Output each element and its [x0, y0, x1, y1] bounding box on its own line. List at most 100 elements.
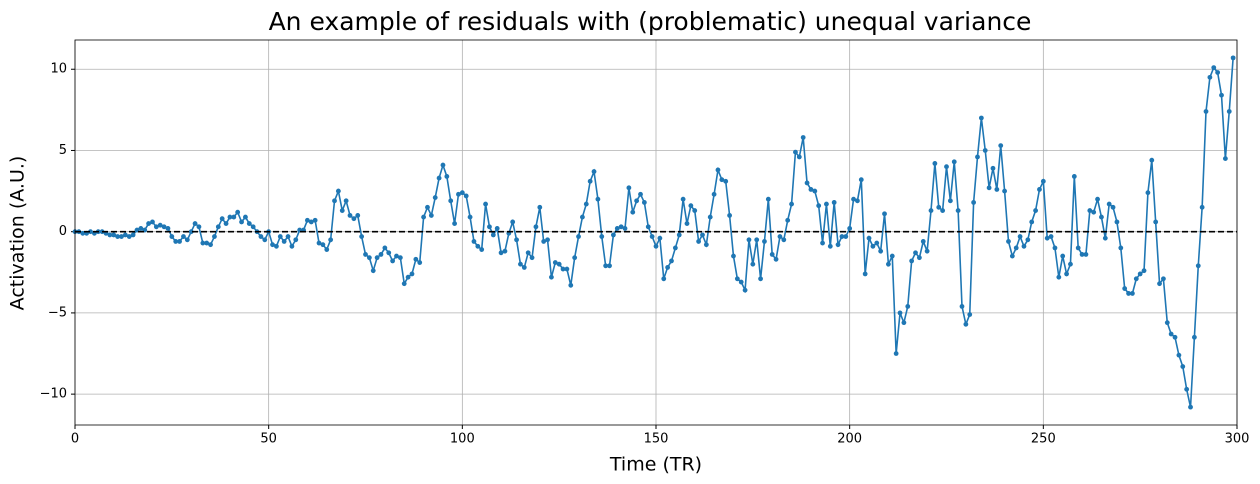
data-line: [75, 57, 1234, 408]
data-point: [487, 224, 492, 230]
data-point: [479, 247, 485, 252]
data-point: [397, 255, 403, 261]
data-point: [835, 242, 841, 248]
data-point: [475, 243, 481, 249]
data-point: [463, 193, 469, 199]
y-axis-label: Activation (A.U.): [7, 156, 29, 311]
data-point: [893, 351, 899, 356]
data-point: [366, 255, 372, 261]
data-point: [285, 234, 291, 239]
data-point: [1203, 109, 1209, 114]
data-point: [630, 209, 636, 215]
data-point: [622, 226, 628, 231]
data-point: [727, 213, 732, 218]
data-point: [1195, 263, 1201, 269]
data-point: [444, 174, 450, 179]
data-point: [421, 214, 426, 220]
data-point: [1157, 281, 1162, 287]
y-tick-label: −10: [40, 387, 67, 402]
data-point: [239, 219, 244, 225]
data-point: [518, 261, 523, 267]
data-point: [1079, 252, 1085, 257]
data-point: [905, 304, 911, 309]
data-point: [169, 234, 175, 239]
data-point: [847, 226, 853, 231]
data-point: [502, 248, 508, 254]
data-point: [750, 261, 756, 267]
data-point: [107, 232, 113, 238]
data-point: [440, 162, 446, 168]
data-point: [634, 198, 640, 204]
data-point: [1188, 404, 1193, 410]
data-point: [1013, 245, 1019, 251]
data-point: [394, 253, 399, 259]
data-point: [1106, 201, 1112, 207]
data-point: [1110, 204, 1116, 210]
data-point: [920, 239, 926, 244]
data-point: [1199, 204, 1205, 210]
data-point: [843, 234, 849, 239]
data-point: [990, 165, 996, 171]
data-point: [490, 232, 496, 238]
data-point: [738, 279, 744, 285]
data-point: [971, 200, 977, 205]
data-point: [669, 258, 674, 264]
data-point: [324, 247, 330, 252]
data-point: [181, 234, 186, 239]
data-point: [111, 232, 117, 238]
data-point: [227, 214, 233, 220]
data-point: [1071, 174, 1077, 179]
y-tick-label: 10: [50, 62, 67, 77]
data-point: [1044, 235, 1050, 241]
data-point: [816, 203, 822, 209]
data-point: [293, 237, 299, 243]
data-point: [514, 237, 519, 243]
data-point: [626, 185, 632, 191]
data-point: [355, 213, 361, 218]
data-point: [1161, 276, 1166, 282]
data-point: [719, 177, 725, 183]
data-point: [459, 190, 465, 196]
data-point: [243, 214, 248, 220]
data-point: [405, 274, 411, 280]
data-point: [1222, 156, 1228, 161]
data-point: [591, 169, 597, 174]
data-point: [967, 312, 973, 317]
data-point: [138, 226, 144, 231]
data-point: [610, 232, 616, 238]
data-point: [700, 232, 705, 238]
data-point: [146, 221, 151, 226]
data-point: [343, 198, 349, 204]
data-point: [250, 224, 256, 230]
data-point: [707, 214, 713, 220]
data-point: [1226, 109, 1232, 114]
data-point: [595, 196, 601, 202]
data-point: [552, 260, 558, 265]
data-point: [781, 237, 787, 243]
data-point: [641, 200, 647, 205]
data-point: [1040, 178, 1046, 184]
data-point: [1149, 157, 1155, 163]
data-point: [374, 255, 380, 261]
data-point: [494, 226, 500, 231]
data-point: [483, 201, 488, 207]
data-point: [184, 237, 190, 243]
data-point: [583, 201, 589, 207]
data-point: [955, 208, 961, 213]
data-point: [878, 248, 884, 254]
data-point: [858, 177, 864, 183]
data-point: [572, 255, 578, 261]
data-point: [1006, 239, 1011, 244]
data-point: [161, 224, 167, 230]
data-point: [975, 154, 980, 160]
data-point: [1099, 214, 1104, 220]
data-point: [370, 268, 376, 274]
data-point: [758, 276, 763, 282]
data-point: [1102, 235, 1108, 241]
data-point: [746, 237, 752, 243]
data-point: [1211, 65, 1217, 71]
data-point: [684, 221, 690, 226]
data-point: [525, 250, 531, 256]
data-point: [270, 242, 275, 248]
